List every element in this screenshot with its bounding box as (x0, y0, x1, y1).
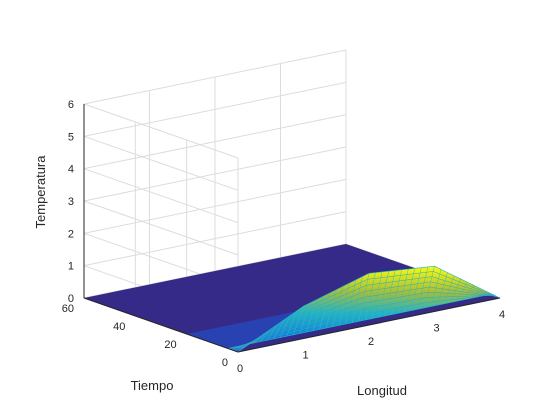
grid-line (83, 200, 239, 256)
y-axis-line (83, 297, 239, 353)
x-tick-label: 0 (237, 363, 243, 375)
x-axis-line (237, 297, 501, 353)
surface (84, 244, 501, 353)
surface-mesh-line (230, 295, 493, 350)
grid-line (83, 178, 347, 234)
x-axis-label: Longitud (357, 383, 407, 398)
surface-mesh-line (231, 292, 494, 350)
grid-line (83, 211, 347, 267)
y-tick-label: 40 (113, 321, 125, 333)
z-tick-label: 1 (68, 261, 74, 273)
grid-line (83, 114, 347, 170)
grid-line (83, 103, 239, 159)
surface-mesh-line (228, 294, 492, 350)
grid-line (83, 168, 239, 224)
x-tick-label: 1 (302, 350, 308, 362)
z-tick-label: 3 (68, 196, 74, 208)
grid-line (83, 49, 347, 105)
surface-mesh-line (232, 286, 495, 351)
y-axis-label: Tiempo (131, 378, 174, 393)
grid-line (83, 146, 347, 202)
y-tick-label: 60 (62, 303, 74, 315)
y-tick-label: 0 (222, 357, 228, 369)
surface-mesh-line (235, 276, 498, 352)
z-tick-label: 4 (68, 164, 74, 176)
y-tick-label: 20 (164, 339, 176, 351)
surface-mesh-line (234, 281, 497, 351)
grid-line (83, 135, 239, 191)
z-axis-label: Temperatura (33, 155, 48, 229)
axes-lines (83, 104, 501, 353)
z-tick-label: 0 (68, 293, 74, 305)
z-tick-label: 5 (68, 131, 74, 143)
x-tick-label: 3 (433, 323, 439, 335)
z-tick-label: 6 (68, 99, 74, 111)
x-tick-label: 4 (499, 309, 505, 321)
x-tick-label: 2 (368, 336, 374, 348)
z-tick-label: 2 (68, 228, 74, 240)
grid-line (83, 81, 347, 137)
surface-mesh-line (236, 271, 499, 352)
